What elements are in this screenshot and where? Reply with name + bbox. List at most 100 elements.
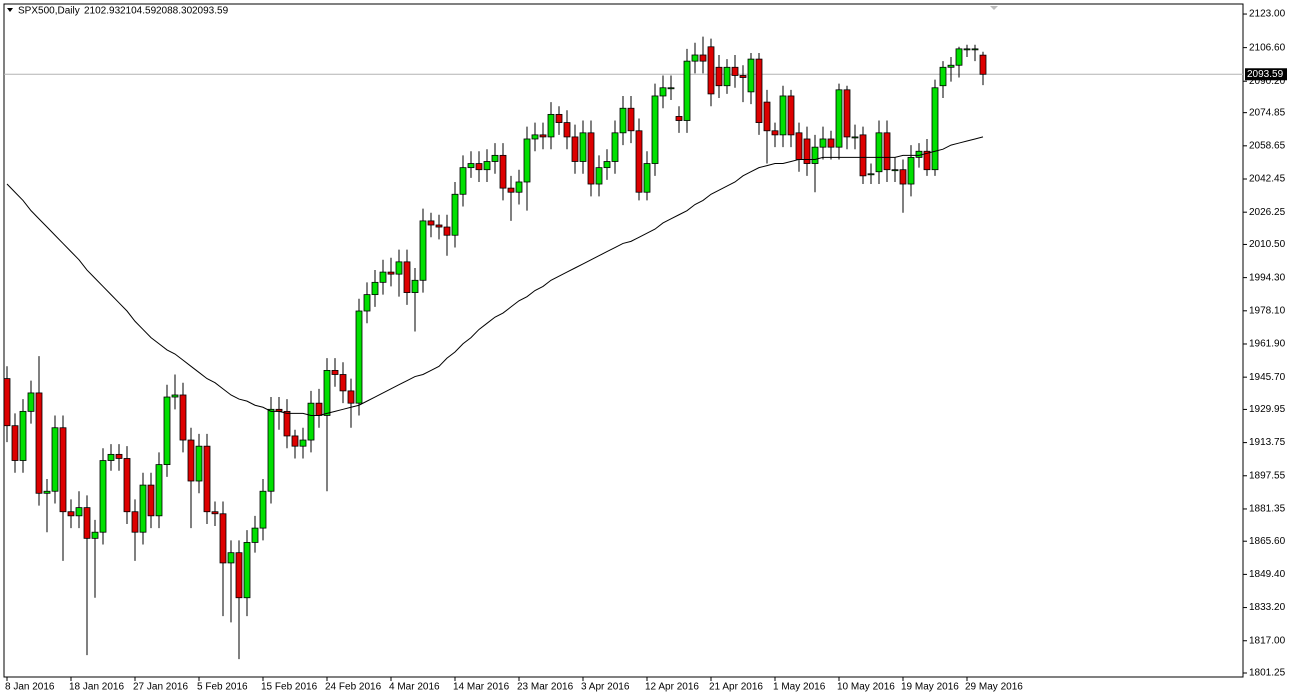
candle-body [123, 458, 131, 513]
candle-body [411, 279, 419, 293]
candle-body [763, 101, 771, 132]
candle-body [795, 132, 803, 160]
candle-body [315, 402, 323, 416]
candle-body [843, 89, 851, 138]
candle-body [707, 46, 715, 95]
candle-body [451, 193, 459, 236]
y-tick-label: 1945.70 [1249, 372, 1286, 383]
candle-body [19, 410, 27, 461]
candle-body [739, 75, 747, 78]
x-tick-label: 8 Jan 2016 [5, 682, 55, 693]
candle-body [427, 220, 435, 226]
candle-body [163, 396, 171, 466]
candle-body [715, 66, 723, 87]
candle-body [187, 439, 195, 482]
chart-title: SPX500,Daily [18, 6, 80, 17]
candle-body [523, 138, 531, 183]
candle-body [547, 113, 555, 138]
candle-body [755, 58, 763, 123]
candle-body [11, 425, 19, 461]
x-tick-label: 15 Feb 2016 [261, 682, 318, 693]
candle-body [747, 58, 755, 93]
candle-body [571, 136, 579, 162]
candle-body [515, 181, 523, 193]
candle-body [147, 484, 155, 517]
candle-body [691, 54, 699, 62]
candle-body [3, 378, 11, 427]
menu-arrow [7, 8, 13, 12]
candle-body [267, 408, 275, 492]
candle-body [283, 410, 291, 437]
candle-body [291, 435, 299, 447]
y-tick-label: 2042.45 [1249, 174, 1286, 185]
candle-body [595, 167, 603, 185]
candle-body [323, 370, 331, 416]
x-tick-label: 21 Apr 2016 [709, 682, 763, 693]
candle-body [91, 531, 99, 539]
candle-body [867, 173, 875, 176]
y-tick-label: 1833.20 [1249, 602, 1286, 613]
y-tick-label: 2090.20 [1249, 76, 1286, 87]
y-tick-label: 2106.60 [1249, 42, 1286, 53]
candle-body [259, 490, 267, 529]
candle-body [347, 390, 355, 404]
candle-body [859, 134, 867, 177]
moving-average [6, 136, 984, 416]
y-tick-label: 1801.25 [1249, 668, 1286, 679]
candle-body [395, 261, 403, 275]
x-tick-label: 14 Mar 2016 [453, 682, 510, 693]
y-tick-label: 2010.50 [1249, 239, 1286, 250]
candle-body [299, 439, 307, 447]
candle-body [27, 392, 35, 412]
candle-body [435, 224, 443, 228]
candle-body [675, 116, 683, 121]
candle-body [235, 552, 243, 599]
candle-body [563, 122, 571, 138]
candle-body [107, 453, 115, 461]
candle-body [811, 146, 819, 164]
header-value: 2102.93 [84, 6, 121, 17]
candle-body [67, 511, 75, 517]
candle-body [619, 107, 627, 134]
candle-body [923, 150, 931, 171]
candle-body [819, 138, 827, 148]
candle-body [603, 161, 611, 169]
candle-body [531, 134, 539, 140]
x-tick-label: 3 Apr 2016 [581, 682, 630, 693]
candle-body [907, 157, 915, 185]
candle-body [131, 511, 139, 533]
candle-body [59, 427, 67, 513]
candle-body [835, 89, 843, 148]
candle-body [43, 490, 51, 494]
header-value: 2104.59 [120, 6, 157, 17]
candle-body [723, 66, 731, 87]
candle-body [779, 95, 787, 136]
candle-body [979, 54, 987, 75]
candle-body [963, 48, 971, 51]
candle-body [171, 394, 179, 398]
candle-body [507, 187, 515, 193]
candle-body [203, 445, 211, 513]
candle-body [635, 130, 643, 193]
current-price-label: 2093.59 [1247, 69, 1284, 80]
x-tick-label: 5 Feb 2016 [197, 682, 248, 693]
candle-body [891, 169, 899, 172]
candle-body [955, 48, 963, 66]
candle-body [787, 95, 795, 136]
candle-body [491, 154, 499, 162]
x-tick-label: 1 May 2016 [773, 682, 826, 693]
y-tick-label: 1849.40 [1249, 569, 1286, 580]
candle-body [251, 527, 259, 543]
candle-body [339, 374, 347, 392]
x-tick-label: 29 May 2016 [965, 682, 1023, 693]
y-tick-label: 2058.65 [1249, 140, 1286, 151]
y-tick-label: 2123.00 [1249, 9, 1286, 20]
y-tick-label: 1897.55 [1249, 470, 1286, 481]
x-tick-label: 24 Feb 2016 [325, 682, 382, 693]
candle-body [379, 271, 387, 283]
header-value: 2088.30 [156, 6, 193, 17]
y-tick-label: 1913.75 [1249, 437, 1286, 448]
candle-body [939, 66, 947, 87]
candle-body [83, 507, 91, 539]
